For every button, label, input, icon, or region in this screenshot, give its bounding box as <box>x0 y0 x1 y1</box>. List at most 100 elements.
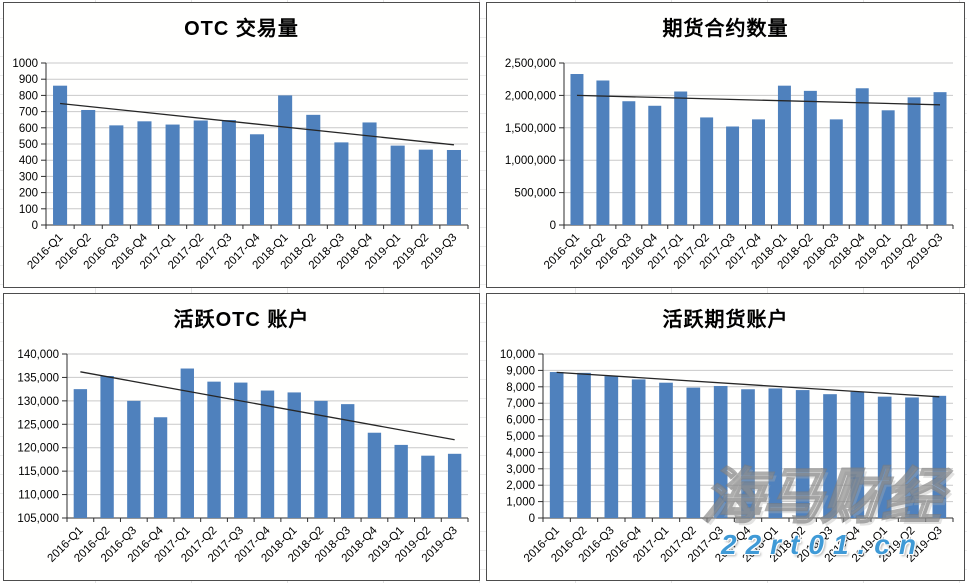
y-tick-label: 130,000 <box>17 396 59 408</box>
y-tick-label: 140,000 <box>17 349 59 361</box>
trendline <box>59 102 455 146</box>
chart-title: 活跃OTC 账户 <box>173 309 310 331</box>
bar <box>877 396 892 518</box>
bar <box>234 382 248 518</box>
bar <box>53 85 68 226</box>
bar <box>674 91 688 226</box>
bar <box>193 120 208 225</box>
bar <box>803 90 817 225</box>
chart-title: OTC 交易量 <box>184 18 299 40</box>
y-tick-label: 115,000 <box>18 466 59 478</box>
bar <box>907 97 921 225</box>
chart-panel-active-otc-accounts: 活跃OTC 账户 105,000 110,000 115,000 120,000 125… <box>3 293 480 581</box>
bar <box>577 372 591 518</box>
bar <box>260 390 275 518</box>
bar <box>221 120 236 225</box>
y-tick-label: 135,000 <box>17 372 59 384</box>
chart-title: 期货合约数量 <box>662 18 789 40</box>
bar <box>795 390 810 518</box>
y-tick-label: 1000 <box>12 58 38 70</box>
bar <box>850 391 865 518</box>
bar <box>549 372 564 518</box>
y-tick-label: 1,500,000 <box>505 123 556 135</box>
y-tick-label: 800 <box>19 90 38 102</box>
y-tick-label: 600 <box>19 123 38 135</box>
chart-plot: 010020030040050060070080090010002016-Q12… <box>12 58 469 272</box>
y-tick-label: 120,000 <box>17 443 59 455</box>
y-tick-label: 500,000 <box>514 188 556 200</box>
y-tick-label: 2,000,000 <box>505 90 556 102</box>
bar <box>855 88 869 225</box>
bar <box>446 149 461 225</box>
trendline <box>576 94 941 106</box>
bar <box>881 110 895 225</box>
bar <box>153 417 168 518</box>
bar <box>109 125 124 225</box>
chart-plot: 0 1,000 2,000 3,000 4,000 5,000 6,000 7,000 8,00… <box>500 349 954 565</box>
bar <box>287 392 301 518</box>
y-tick-label: 8,000 <box>506 382 535 394</box>
y-tick-label: 2,000 <box>506 480 535 492</box>
bar <box>631 379 646 518</box>
bar <box>165 124 180 225</box>
y-tick-label: 6,000 <box>506 415 535 427</box>
chart-plot: 0 500,000 1,000,000 1,500,000 2,000,000 2,500… <box>505 58 954 272</box>
y-tick-label: 0 <box>550 220 556 232</box>
y-tick-label: 110,000 <box>18 490 59 502</box>
chart-panel-otc-volume: OTC 交易量 0 100 200 300 400 500 600 700 800 900 1000… <box>3 2 480 288</box>
bar <box>306 114 321 225</box>
y-tick-label: 10,000 <box>500 349 535 361</box>
bar <box>659 382 673 518</box>
y-tick-label: 0 <box>32 220 38 232</box>
bar <box>180 368 194 518</box>
bar <box>933 92 947 225</box>
y-tick-label: 200 <box>19 188 38 200</box>
bar <box>905 397 919 518</box>
y-tick-label: 500 <box>19 139 38 151</box>
bar <box>314 400 328 518</box>
y-tick-label: 4,000 <box>506 447 535 459</box>
bar <box>447 453 462 518</box>
bar <box>713 385 728 518</box>
y-tick-label: 700 <box>19 107 38 119</box>
bar <box>207 381 221 518</box>
bar <box>752 119 765 225</box>
bar <box>686 387 701 518</box>
chart-panel-futures-contracts: 期货合约数量 0 500,000 1,000,000 1,500,000 2,000,0… <box>486 2 965 288</box>
y-tick-label: 2,500,000 <box>505 58 556 70</box>
bar <box>604 376 619 518</box>
y-tick-label: 100 <box>19 204 38 216</box>
bar <box>100 376 114 518</box>
bar <box>768 388 783 518</box>
bar <box>81 109 96 225</box>
y-tick-label: 125,000 <box>17 419 59 431</box>
bar <box>777 85 791 226</box>
chart-title: 活跃期货账户 <box>662 309 789 331</box>
bar <box>127 400 141 518</box>
bar <box>829 119 843 225</box>
y-tick-label: 1,000 <box>506 497 535 509</box>
y-tick-label: 105,000 <box>17 513 59 525</box>
bar <box>394 444 408 518</box>
chart-plot: 105,000 110,000 115,000 120,000 125,000 130,0… <box>17 349 469 565</box>
bar <box>137 121 152 225</box>
bar <box>418 149 433 225</box>
bar <box>700 117 714 225</box>
y-tick-label: 9,000 <box>506 365 535 377</box>
bar <box>570 74 584 226</box>
y-tick-label: 1,000,000 <box>505 155 556 167</box>
bar <box>341 404 355 518</box>
bar <box>648 105 662 225</box>
bar <box>362 122 377 225</box>
y-tick-label: 900 <box>19 74 38 86</box>
y-tick-label: 400 <box>19 155 38 167</box>
bar <box>278 95 293 226</box>
y-tick-label: 5,000 <box>506 431 535 443</box>
y-tick-label: 3,000 <box>506 464 535 476</box>
bar <box>367 432 382 518</box>
bar <box>390 145 405 225</box>
y-tick-label: 7,000 <box>506 398 535 410</box>
chart-panel-active-futures-accounts: 活跃期货账户 0 1,000 2,000 3,000 4,000 5,000 6,000 7,… <box>486 293 965 581</box>
bar <box>932 395 947 518</box>
bar <box>421 455 435 518</box>
